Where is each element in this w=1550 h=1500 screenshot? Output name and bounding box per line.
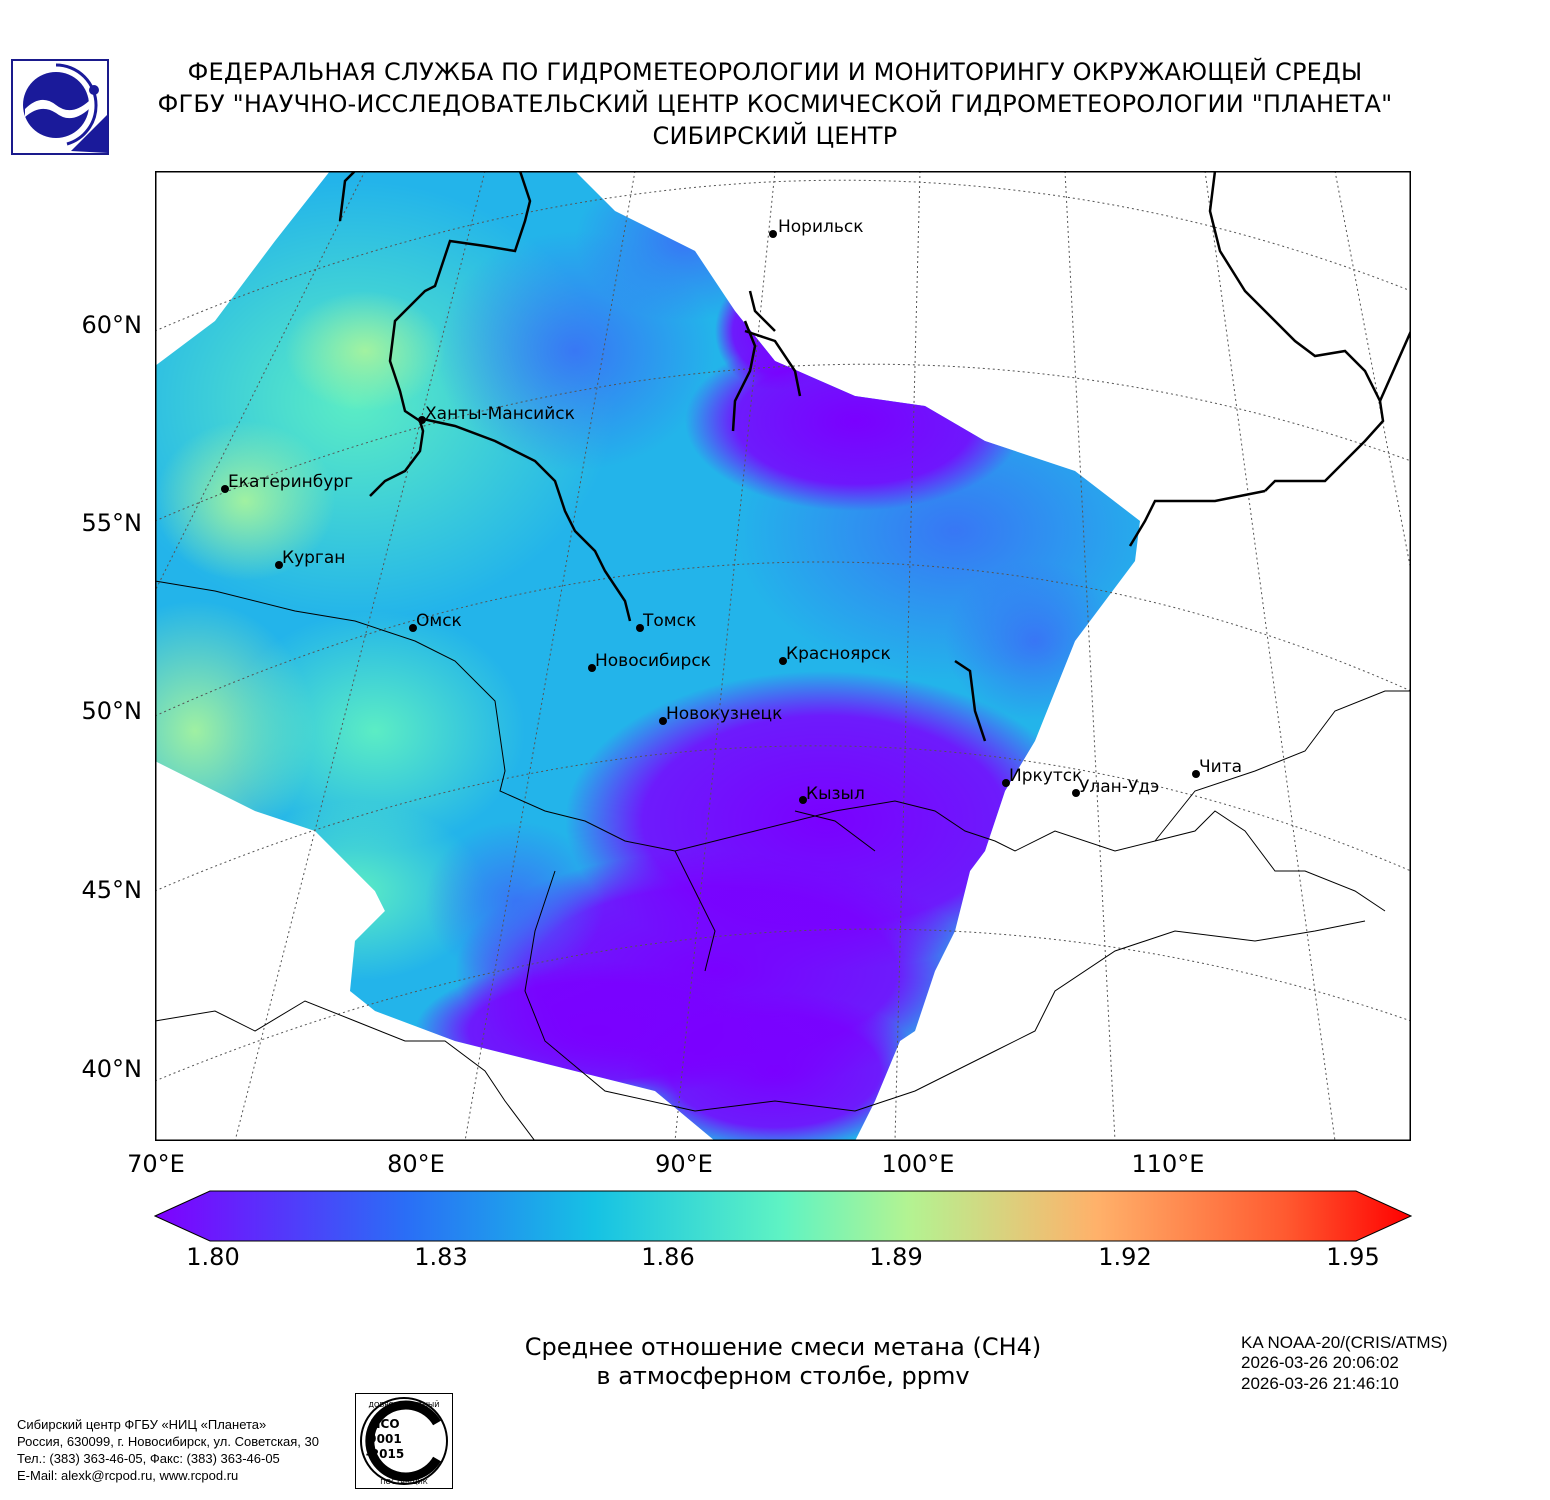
lon-label-90: 90°E bbox=[655, 1150, 713, 1178]
svg-text:Иркутск: Иркутск bbox=[1009, 766, 1082, 786]
colorbar-tick-5: 1.92 bbox=[1098, 1243, 1152, 1271]
lat-label-40: 40°N bbox=[81, 1055, 143, 1083]
header-center: СИБИРСКИЙ ЦЕНТР bbox=[652, 122, 898, 150]
graticule bbox=[155, 171, 1411, 1141]
contact-email: E-Mail: alexk@rcpod.ru, www.rcpod.ru bbox=[17, 1468, 239, 1483]
header-institution: ФГБУ "НАУЧНО-ИССЛЕДОВАТЕЛЬСКИЙ ЦЕНТР КОС… bbox=[157, 90, 1393, 118]
lat-label-60: 60°N bbox=[81, 311, 143, 339]
city-yekaterinburg: Екатеринбург bbox=[221, 472, 353, 493]
planeta-logo bbox=[11, 59, 109, 155]
city-novosibirsk: Новосибирск bbox=[588, 651, 711, 672]
svg-text:Омск: Омск bbox=[416, 611, 462, 631]
lon-label-110: 110°E bbox=[1131, 1150, 1205, 1178]
satellite-name: KA NOAA-20/(CRIS/ATMS) bbox=[1241, 1333, 1448, 1352]
ch4-field bbox=[155, 171, 1140, 1141]
lon-label-70: 70°E bbox=[127, 1150, 185, 1178]
colorbar-tick-3: 1.86 bbox=[641, 1243, 695, 1271]
contact-org: Сибирский центр ФГБУ «НИЦ «Планета» bbox=[17, 1417, 267, 1432]
methane-map: Норильск Ханты-Мансийск Екатеринбург Кур… bbox=[155, 171, 1411, 1141]
colorbar-tick-4: 1.89 bbox=[869, 1243, 923, 1271]
city-novokuznetsk: Новокузнецк bbox=[659, 704, 782, 725]
city-kurgan: Курган bbox=[275, 548, 345, 569]
colorbar bbox=[154, 1190, 1412, 1242]
contact-address: Россия, 630099, г. Новосибирск, ул. Сове… bbox=[17, 1434, 319, 1449]
city-norilsk: Норильск bbox=[769, 217, 864, 238]
svg-text:Улан-Удэ: Улан-Удэ bbox=[1079, 777, 1159, 797]
city-tomsk: Томск bbox=[636, 611, 696, 632]
city-kyzyl: Кызыл bbox=[799, 784, 865, 804]
iso-certification-badge: ИСО 9001 -2015 ДОБРОСОВЕСТНЫЙ ПОСТАВЩИК bbox=[355, 1393, 453, 1489]
caption-units: в атмосферном столбе, ppmv bbox=[596, 1362, 970, 1390]
lat-label-50: 50°N bbox=[81, 697, 143, 725]
city-krasnoyarsk: Красноярск bbox=[779, 644, 891, 665]
observation-start: 2026-03-26 20:06:02 bbox=[1241, 1353, 1399, 1372]
lon-label-80: 80°E bbox=[387, 1150, 445, 1178]
svg-text:Новосибирск: Новосибирск bbox=[595, 651, 711, 671]
svg-text:Новокузнецк: Новокузнецк bbox=[666, 704, 782, 724]
svg-text:Чита: Чита bbox=[1199, 757, 1242, 777]
borders bbox=[155, 580, 1411, 1141]
lon-label-100: 100°E bbox=[881, 1150, 955, 1178]
colorbar-tick-6: 1.95 bbox=[1326, 1243, 1380, 1271]
svg-text:Норильск: Норильск bbox=[778, 217, 864, 237]
svg-text:9001: 9001 bbox=[368, 1432, 401, 1446]
svg-text:Кызыл: Кызыл bbox=[806, 784, 865, 804]
city-khanty-mansiysk: Ханты-Мансийск bbox=[418, 404, 575, 424]
observation-end: 2026-03-26 21:46:10 bbox=[1241, 1374, 1399, 1393]
colorbar-tick-1: 1.80 bbox=[186, 1243, 240, 1271]
city-chita: Чита bbox=[1192, 757, 1242, 778]
caption-title: Среднее отношение смеси метана (CH4) bbox=[524, 1333, 1042, 1361]
header-agency: ФЕДЕРАЛЬНАЯ СЛУЖБА ПО ГИДРОМЕТЕОРОЛОГИИ … bbox=[187, 58, 1363, 86]
svg-text:Ханты-Мансийск: Ханты-Мансийск bbox=[425, 404, 575, 424]
colorbar-tick-2: 1.83 bbox=[414, 1243, 468, 1271]
city-omsk: Омск bbox=[409, 611, 462, 632]
svg-text:Курган: Курган bbox=[282, 548, 345, 568]
contact-phone: Тел.: (383) 363-46-05, Факс: (383) 363-4… bbox=[17, 1451, 280, 1466]
lat-label-55: 55°N bbox=[81, 509, 143, 537]
svg-text:ДОБРОСОВЕСТНЫЙ: ДОБРОСОВЕСТНЫЙ bbox=[369, 1400, 440, 1409]
svg-text:-2015: -2015 bbox=[366, 1447, 404, 1461]
svg-text:Томск: Томск bbox=[642, 611, 696, 631]
rivers bbox=[338, 171, 1411, 742]
svg-text:Красноярск: Красноярск bbox=[786, 644, 891, 664]
map-frame bbox=[155, 171, 1411, 1141]
svg-text:ИСО: ИСО bbox=[370, 1417, 399, 1431]
lat-label-45: 45°N bbox=[81, 876, 143, 904]
svg-text:Екатеринбург: Екатеринбург bbox=[228, 472, 353, 492]
city-markers: Норильск Ханты-Мансийск Екатеринбург Кур… bbox=[221, 217, 1242, 804]
svg-text:ПОСТАВЩИК: ПОСТАВЩИК bbox=[380, 1478, 427, 1486]
city-ulan-ude: Улан-Удэ bbox=[1072, 777, 1159, 797]
city-irkutsk: Иркутск bbox=[1002, 766, 1082, 787]
